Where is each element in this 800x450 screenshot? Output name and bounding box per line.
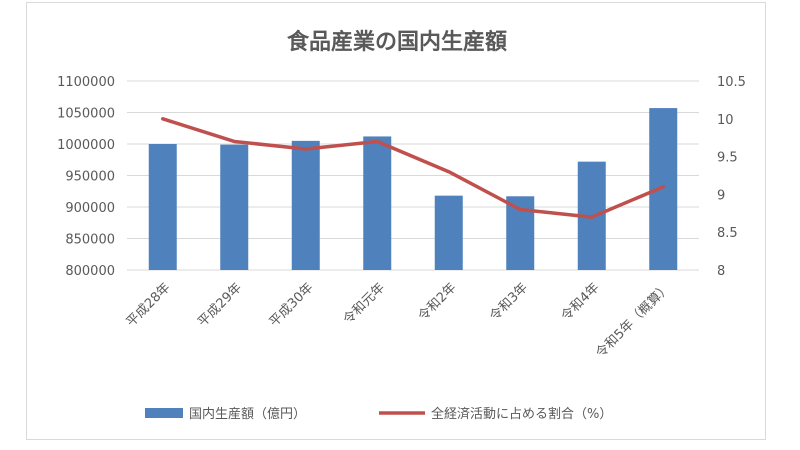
bar	[291, 140, 320, 270]
left-tick-label: 900000	[65, 201, 115, 216]
left-tick-label: 950000	[65, 170, 115, 185]
x-tick-label: 平成29年	[195, 280, 245, 330]
chart-title: 食品産業の国内生産額	[287, 29, 507, 55]
legend-swatch-bar	[145, 408, 183, 418]
left-tick-label: 1000000	[57, 138, 115, 153]
gridlines	[127, 80, 699, 271]
x-tick-label: 令和3年	[487, 280, 531, 324]
right-tick-label: 10.5	[717, 75, 746, 90]
left-tick-label: 800000	[65, 264, 115, 279]
bar	[506, 196, 535, 270]
bar	[649, 108, 678, 270]
bar	[220, 144, 249, 270]
right-tick-label: 9.5	[717, 151, 738, 166]
x-tick-label: 平成30年	[267, 280, 317, 330]
left-tick-label: 850000	[65, 233, 115, 248]
legend-label-line: 全経済活動に占める割合（%）	[431, 406, 612, 422]
chart-frame: 食品産業の国内生産額 800000 850000 900000 950000 10000…	[26, 2, 766, 440]
left-tick-label: 1100000	[57, 75, 115, 90]
x-tick-label: 令和元年	[341, 280, 388, 327]
bar	[363, 136, 392, 270]
series-line	[161, 117, 665, 219]
right-tick-label: 10	[717, 113, 734, 128]
line-series	[161, 117, 665, 219]
x-tick-label: 令和4年	[559, 280, 603, 324]
bar	[434, 195, 463, 270]
legend-label-bar: 国内生産額（億円）	[189, 406, 306, 422]
x-tick-label: 令和2年	[416, 280, 460, 324]
right-tick-label: 9	[717, 188, 725, 203]
bar	[148, 144, 177, 270]
x-tick-label: 令和5年（概算）	[593, 280, 674, 361]
bar-series	[148, 108, 678, 270]
left-axis: 800000 850000 900000 950000 1000000 1050000 11…	[57, 75, 115, 279]
right-axis: 8 8.5 9 9.5 10 10.5	[717, 75, 746, 279]
chart: 食品産業の国内生産額 800000 850000 900000 950000 10000…	[57, 29, 746, 422]
left-tick-label: 1050000	[57, 107, 115, 122]
legend: 国内生産額（億円） 全経済活動に占める割合（%）	[145, 406, 612, 422]
right-tick-label: 8.5	[717, 226, 738, 241]
right-tick-label: 8	[717, 264, 725, 279]
x-tick-label: 平成28年	[124, 280, 174, 330]
